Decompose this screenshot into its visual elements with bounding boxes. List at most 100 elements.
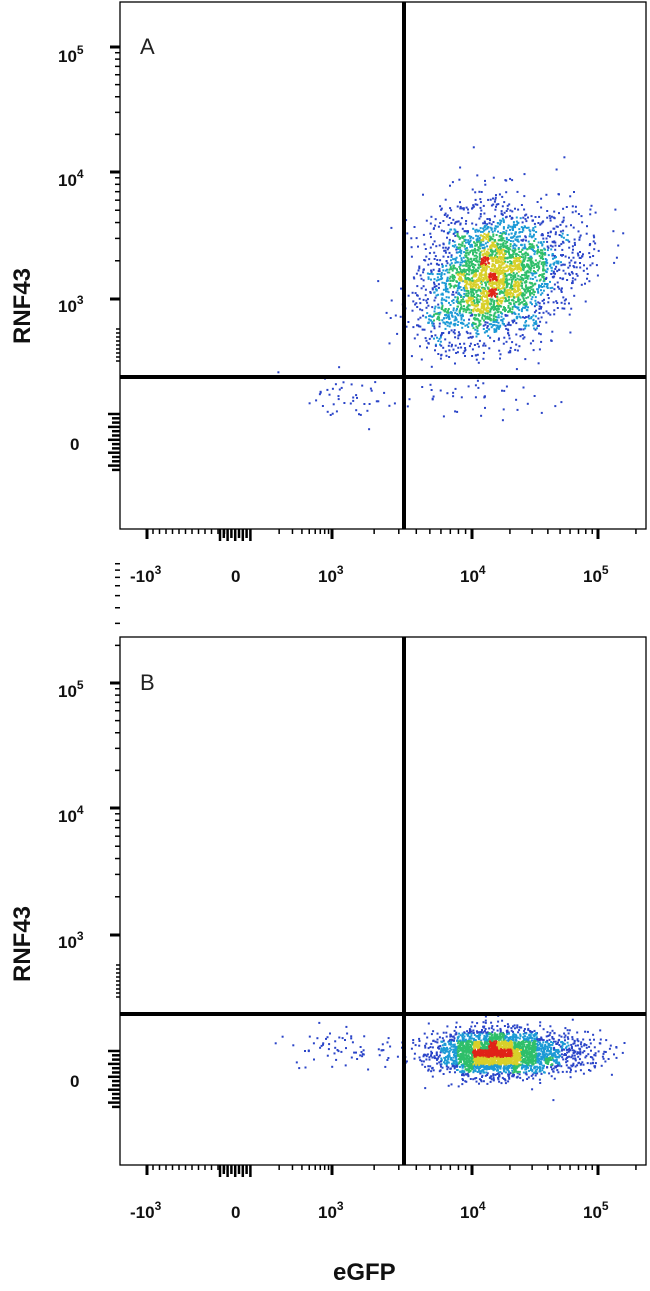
event-dot bbox=[456, 220, 459, 223]
event-dot bbox=[492, 276, 495, 279]
event-dot bbox=[511, 306, 514, 309]
event-dot bbox=[516, 349, 519, 352]
event-dot bbox=[447, 1058, 450, 1061]
event-dot bbox=[531, 1031, 534, 1033]
event-dot bbox=[453, 222, 456, 225]
event-dot bbox=[471, 348, 474, 351]
event-dot bbox=[455, 280, 458, 283]
event-dot bbox=[542, 289, 545, 292]
event-dot bbox=[512, 223, 515, 226]
event-dot bbox=[541, 1053, 544, 1056]
event-dot bbox=[536, 324, 539, 327]
event-dot bbox=[394, 314, 397, 317]
event-dot bbox=[483, 248, 486, 251]
event-dot bbox=[482, 295, 485, 298]
event-dot bbox=[450, 256, 453, 258]
event-dot bbox=[454, 261, 457, 264]
event-dot bbox=[342, 381, 345, 384]
event-dot bbox=[471, 288, 474, 291]
event-dot bbox=[520, 310, 523, 313]
event-dot bbox=[464, 355, 466, 357]
event-dot bbox=[491, 307, 494, 310]
event-dot bbox=[513, 267, 516, 270]
event-dot bbox=[465, 254, 468, 257]
event-dot bbox=[475, 1045, 477, 1048]
event-dot bbox=[595, 264, 598, 267]
event-dot bbox=[508, 1073, 511, 1076]
event-dot bbox=[563, 156, 566, 159]
event-dot bbox=[469, 251, 471, 254]
event-dot bbox=[459, 201, 461, 204]
event-dot bbox=[514, 224, 517, 227]
event-dot bbox=[542, 240, 545, 243]
event-dot bbox=[500, 290, 503, 293]
event-dot bbox=[483, 395, 486, 398]
event-dot bbox=[479, 206, 482, 209]
event-dot bbox=[467, 259, 469, 262]
event-dot bbox=[467, 308, 470, 311]
event-dot bbox=[532, 1050, 535, 1053]
event-dot bbox=[438, 273, 441, 276]
event-dot bbox=[591, 262, 594, 265]
event-dot bbox=[565, 225, 568, 228]
event-dot bbox=[521, 231, 524, 233]
event-dot bbox=[468, 243, 470, 245]
event-dot bbox=[518, 260, 521, 262]
event-dot bbox=[546, 210, 549, 212]
event-dot bbox=[499, 299, 502, 302]
event-dot bbox=[426, 1053, 429, 1056]
event-dot bbox=[522, 303, 525, 306]
event-dot bbox=[434, 255, 437, 258]
event-dot bbox=[468, 262, 471, 265]
event-dot bbox=[547, 246, 550, 249]
event-dot bbox=[439, 389, 442, 392]
event-dot bbox=[501, 1019, 504, 1022]
event-dot bbox=[441, 1049, 444, 1052]
event-dot bbox=[400, 287, 402, 290]
event-dot bbox=[492, 197, 494, 200]
event-dot bbox=[474, 191, 477, 194]
event-dot bbox=[428, 252, 431, 255]
event-dot bbox=[597, 249, 600, 252]
event-dot bbox=[429, 383, 432, 386]
event-dot bbox=[459, 1043, 462, 1045]
event-dot bbox=[410, 355, 413, 358]
event-dot bbox=[482, 307, 485, 310]
event-dot bbox=[466, 230, 469, 233]
event-dot bbox=[525, 1051, 528, 1054]
event-dot bbox=[592, 255, 595, 257]
event-dot bbox=[465, 1052, 468, 1055]
event-dot bbox=[539, 1045, 542, 1047]
event-dot bbox=[495, 324, 498, 327]
event-dot bbox=[465, 206, 468, 209]
event-dot bbox=[499, 1067, 502, 1070]
event-dot bbox=[448, 283, 451, 286]
event-dot bbox=[482, 237, 485, 240]
event-dot bbox=[499, 219, 502, 222]
event-dot bbox=[491, 288, 493, 291]
event-dot bbox=[428, 315, 431, 318]
event-dot bbox=[575, 273, 578, 275]
event-dot bbox=[491, 289, 494, 292]
event-dot bbox=[535, 327, 538, 330]
event-dot bbox=[562, 277, 565, 280]
event-dot bbox=[455, 248, 458, 251]
event-dot bbox=[506, 1023, 509, 1026]
event-dot bbox=[517, 270, 520, 273]
event-dot bbox=[497, 305, 500, 308]
event-dot bbox=[514, 1027, 516, 1030]
event-dot bbox=[589, 264, 592, 267]
event-dot bbox=[437, 286, 440, 289]
event-dot bbox=[482, 310, 484, 313]
event-dot bbox=[462, 1036, 465, 1039]
event-dot bbox=[498, 255, 501, 258]
event-dot bbox=[318, 393, 321, 396]
event-dot bbox=[576, 252, 579, 255]
event-dot bbox=[479, 311, 482, 314]
event-dot bbox=[568, 313, 571, 316]
event-dot bbox=[488, 290, 491, 293]
event-dot bbox=[560, 243, 563, 246]
event-dot bbox=[500, 319, 503, 322]
event-dot bbox=[542, 1028, 545, 1031]
event-dot bbox=[477, 345, 480, 348]
